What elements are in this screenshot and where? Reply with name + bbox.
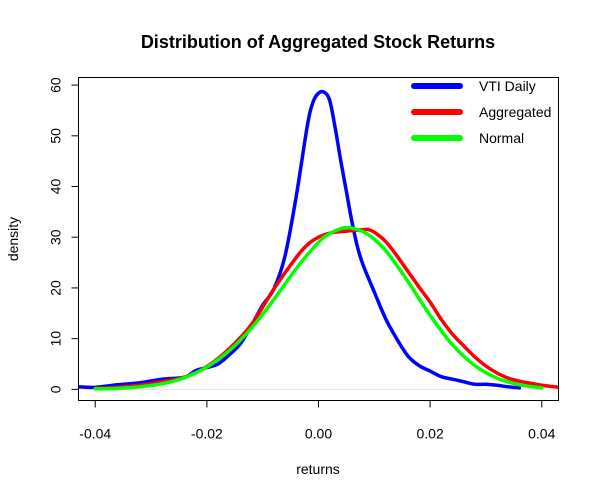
series-line-normal [93,225,544,391]
series-line-aggregated [93,227,559,391]
x-axis: -0.04 -0.02 0.00 0.02 0.04 [79,400,556,442]
y-tick-label: 40 [48,179,64,195]
x-tick-label: 0.02 [417,426,444,442]
x-tick-label: -0.04 [79,426,111,442]
x-tick-label: 0.00 [305,426,332,442]
y-axis-label: density [5,217,21,261]
y-tick-label: 0 [48,385,64,393]
y-tick-label: 60 [48,77,64,93]
x-tick-label: -0.02 [191,426,223,442]
x-tick-label: 0.04 [528,426,555,442]
chart-title: Distribution of Aggregated Stock Returns [141,32,495,52]
legend: VTI Daily Aggregated Normal [411,78,551,146]
legend-label-normal: Normal [479,130,524,146]
y-tick-label: 20 [48,280,64,296]
y-axis: 0 10 20 30 40 50 60 [48,77,79,393]
legend-label-vti-daily: VTI Daily [479,78,536,94]
y-tick-label: 10 [48,331,64,347]
x-axis-label: returns [296,461,340,477]
y-tick-label: 50 [48,128,64,144]
plot-lines [78,89,559,391]
y-tick-label: 30 [48,229,64,245]
legend-label-aggregated: Aggregated [479,104,551,120]
